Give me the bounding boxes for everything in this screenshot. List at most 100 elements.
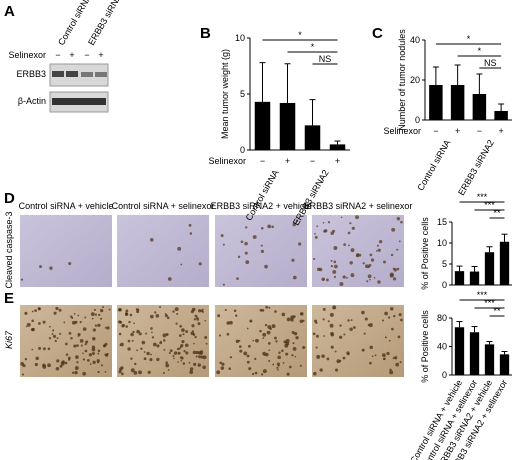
y-tick-label: 40 <box>437 342 447 352</box>
stain <box>89 363 92 366</box>
stain <box>398 240 401 243</box>
stain <box>68 261 72 266</box>
bar <box>429 85 443 120</box>
stain <box>292 342 295 345</box>
stain <box>217 314 221 318</box>
stain <box>118 332 122 336</box>
stain <box>220 234 224 238</box>
stain <box>259 329 262 333</box>
stain <box>267 325 272 329</box>
stain <box>205 342 208 345</box>
blot-sign: − <box>55 50 60 60</box>
panel-label: B <box>200 25 211 42</box>
stain <box>104 371 107 373</box>
stain <box>330 231 334 235</box>
stain <box>133 322 135 325</box>
stain <box>55 306 59 311</box>
stain <box>363 332 366 335</box>
stain <box>264 264 268 269</box>
stain <box>373 276 376 279</box>
stain <box>292 315 296 318</box>
stain <box>79 339 84 343</box>
stain <box>333 260 337 264</box>
stain <box>322 307 326 311</box>
stain <box>219 361 222 365</box>
stain <box>82 358 86 361</box>
x-tick-label: + <box>335 156 340 166</box>
stain <box>244 251 248 255</box>
stain <box>262 332 267 337</box>
stain <box>395 362 400 367</box>
stain <box>65 353 69 356</box>
stain <box>198 355 202 359</box>
stain <box>330 345 334 349</box>
stain <box>84 349 88 353</box>
stain <box>68 331 72 335</box>
stain <box>127 339 131 343</box>
stain <box>267 342 271 345</box>
significance-label: *** <box>484 298 495 308</box>
stain <box>332 305 337 310</box>
stain <box>376 244 379 247</box>
stain <box>174 307 179 312</box>
x-tick-label: − <box>260 156 265 166</box>
stain <box>180 359 183 362</box>
stain <box>243 351 248 356</box>
stain <box>298 242 302 246</box>
bar <box>304 125 321 150</box>
stain <box>52 334 57 338</box>
stain <box>68 358 71 361</box>
stain <box>82 327 87 331</box>
stain <box>99 317 103 320</box>
stain <box>332 269 337 274</box>
stain <box>333 275 337 279</box>
stain <box>140 347 143 350</box>
stain <box>48 337 52 340</box>
stain <box>185 330 189 333</box>
stain <box>98 313 101 317</box>
stain <box>299 364 302 367</box>
stain <box>24 311 28 315</box>
stain <box>59 364 63 368</box>
stain <box>30 328 34 332</box>
stain <box>355 253 360 258</box>
significance-label: * <box>467 34 471 44</box>
stain <box>55 367 60 371</box>
y-tick-label: 20 <box>410 75 420 85</box>
stain <box>193 318 197 321</box>
stain <box>162 372 165 374</box>
stain <box>216 370 221 375</box>
stain <box>323 229 327 233</box>
group-label: Control siRNA <box>244 168 281 222</box>
stain <box>70 336 73 340</box>
stain <box>37 307 41 311</box>
stain <box>152 342 157 347</box>
stain <box>129 313 133 317</box>
stain <box>156 357 160 362</box>
stain <box>369 361 372 365</box>
stain <box>381 319 384 322</box>
stain <box>42 320 46 324</box>
significance-label: * <box>298 30 302 40</box>
stain <box>259 308 263 312</box>
stain <box>132 330 135 334</box>
image-caption: Control siRNA + vehicle <box>19 201 114 211</box>
stain <box>84 343 87 346</box>
stain <box>191 324 195 328</box>
stain <box>378 239 383 244</box>
y-tick-label: 15 <box>437 217 447 227</box>
stain <box>393 314 396 318</box>
x-label: Selinexor <box>208 156 246 166</box>
stain <box>291 354 294 357</box>
stain <box>294 355 297 358</box>
stain <box>180 263 183 266</box>
stain <box>268 349 271 352</box>
stain <box>219 334 222 337</box>
stain <box>92 360 96 365</box>
stain <box>336 359 341 364</box>
stain <box>51 333 54 336</box>
stain <box>91 317 94 320</box>
stain <box>130 332 134 337</box>
stain <box>222 283 225 286</box>
x-label: Selinexor <box>383 126 421 136</box>
